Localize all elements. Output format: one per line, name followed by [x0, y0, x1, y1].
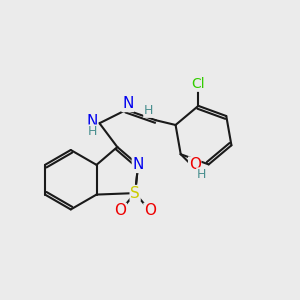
Text: S: S [130, 186, 140, 201]
Text: O: O [144, 203, 156, 218]
Text: N: N [122, 96, 134, 111]
Text: H: H [197, 168, 206, 181]
Text: H: H [87, 125, 97, 138]
Text: H: H [144, 104, 153, 117]
Text: N: N [132, 158, 144, 172]
Text: O: O [189, 157, 201, 172]
Text: O: O [114, 203, 126, 218]
Text: N: N [86, 114, 98, 129]
Text: Cl: Cl [191, 77, 205, 91]
